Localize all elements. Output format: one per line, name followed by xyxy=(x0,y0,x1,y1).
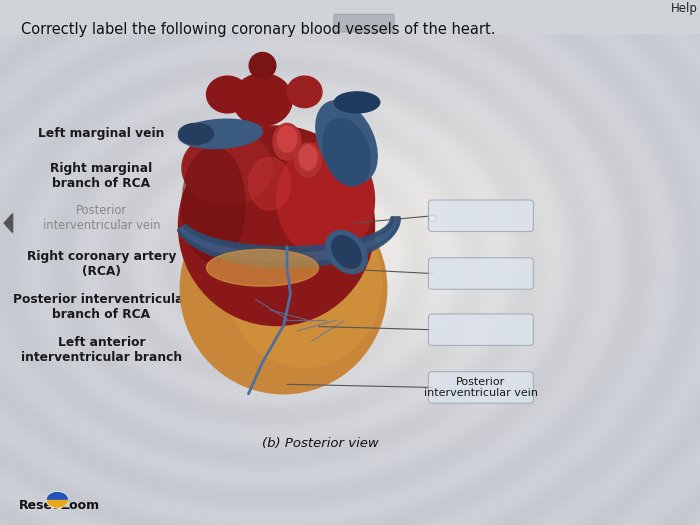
Ellipse shape xyxy=(178,126,374,326)
Ellipse shape xyxy=(182,147,245,262)
Ellipse shape xyxy=(249,52,276,79)
Ellipse shape xyxy=(335,92,379,113)
Ellipse shape xyxy=(332,236,361,268)
Ellipse shape xyxy=(323,119,370,186)
Text: Left anterior
interventricular branch: Left anterior interventricular branch xyxy=(21,336,182,364)
Text: Right marginal
branch of RCA: Right marginal branch of RCA xyxy=(50,162,153,190)
Text: Posterior interventricular
branch of RCA: Posterior interventricular branch of RCA xyxy=(13,293,190,321)
Ellipse shape xyxy=(276,142,374,257)
FancyBboxPatch shape xyxy=(428,372,533,403)
Ellipse shape xyxy=(232,74,293,126)
Ellipse shape xyxy=(206,249,318,286)
FancyBboxPatch shape xyxy=(428,200,533,232)
Ellipse shape xyxy=(206,76,248,113)
Text: Help: Help xyxy=(671,2,698,15)
Circle shape xyxy=(46,491,69,508)
Ellipse shape xyxy=(287,76,322,108)
Ellipse shape xyxy=(228,200,382,368)
Ellipse shape xyxy=(316,101,377,183)
Text: (b) Posterior view: (b) Posterior view xyxy=(262,437,379,450)
Ellipse shape xyxy=(277,126,297,152)
Ellipse shape xyxy=(181,184,386,394)
Text: Posterior
interventricular vein: Posterior interventricular vein xyxy=(424,376,538,398)
Polygon shape xyxy=(4,214,13,233)
Circle shape xyxy=(428,215,437,222)
Ellipse shape xyxy=(178,119,262,149)
FancyBboxPatch shape xyxy=(334,14,394,32)
Text: Correctly label the following coronary blood vessels of the heart.: Correctly label the following coronary b… xyxy=(21,22,496,37)
Ellipse shape xyxy=(182,131,273,205)
Ellipse shape xyxy=(299,145,317,170)
Text: Posterior
interventricular vein: Posterior interventricular vein xyxy=(43,204,160,232)
Text: Left marginal vein: Left marginal vein xyxy=(38,128,164,140)
Text: Right coronary artery
(RCA): Right coronary artery (RCA) xyxy=(27,249,176,278)
Ellipse shape xyxy=(273,123,301,160)
FancyBboxPatch shape xyxy=(428,258,533,289)
Text: Reset: Reset xyxy=(19,499,58,511)
Ellipse shape xyxy=(248,158,290,210)
Wedge shape xyxy=(46,491,69,500)
Ellipse shape xyxy=(178,123,214,144)
Text: Zoom: Zoom xyxy=(61,499,100,511)
Ellipse shape xyxy=(295,143,321,177)
Ellipse shape xyxy=(326,230,368,274)
FancyBboxPatch shape xyxy=(0,0,700,34)
FancyBboxPatch shape xyxy=(428,314,533,345)
